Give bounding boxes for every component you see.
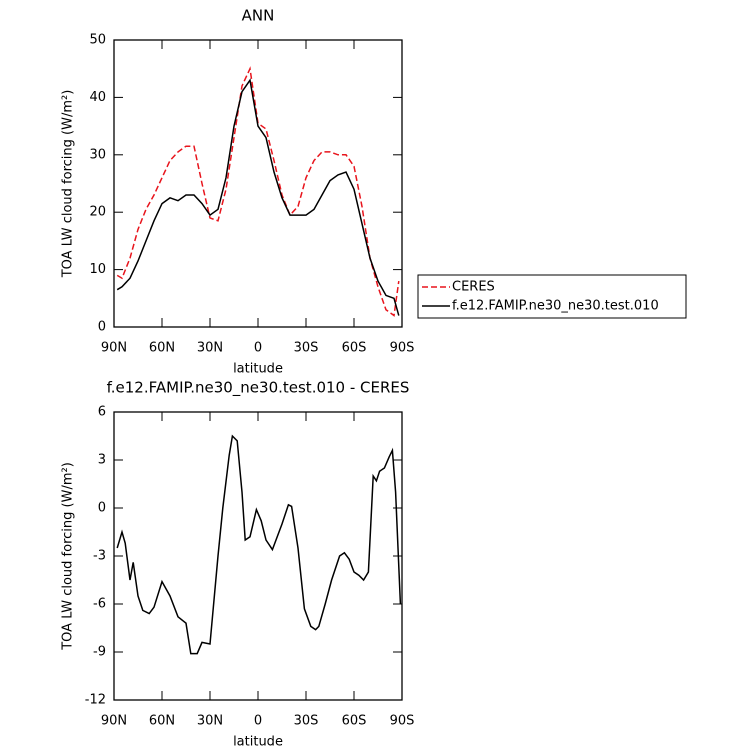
x-tick-label: 90N <box>101 341 127 356</box>
y-tick-label: -6 <box>93 597 106 612</box>
y-tick-label: 30 <box>89 147 106 162</box>
y-tick-label: 0 <box>98 320 106 335</box>
y-tick-label: -3 <box>93 549 106 564</box>
x-tick-label: 90S <box>390 341 415 356</box>
x-tick-label: 30S <box>294 341 319 356</box>
y-tick-label: 20 <box>89 205 106 220</box>
x-tick-label: 60N <box>149 341 175 356</box>
data-line <box>116 78 400 316</box>
x-tick-label: 0 <box>254 341 262 356</box>
legend-label: CERES <box>452 280 495 295</box>
x-tick-label: 30S <box>294 714 319 729</box>
y-tick-label: 6 <box>98 405 106 420</box>
x-tick-label: 90N <box>101 714 127 729</box>
x-tick-label: 60S <box>342 714 367 729</box>
legend-box <box>417 274 687 319</box>
x-tick-label: 60S <box>342 341 367 356</box>
x-tick-label: 60N <box>149 714 175 729</box>
chart-title: f.e12.FAMIP.ne30_ne30.test.010 - CERES <box>107 379 410 398</box>
y-tick-label: 0 <box>98 501 106 516</box>
y-axis-label: TOA LW cloud forcing (W/m²) <box>61 462 76 651</box>
y-axis-label: TOA LW cloud forcing (W/m²) <box>61 90 76 279</box>
y-tick-label: 3 <box>98 453 106 468</box>
x-tick-label: 90S <box>390 714 415 729</box>
chart-title: ANN <box>242 7 275 25</box>
x-axis-label: latitude <box>233 362 283 377</box>
data-line <box>116 434 402 655</box>
y-tick-label: -12 <box>85 693 106 708</box>
plot-frame <box>113 39 403 328</box>
x-tick-label: 30N <box>197 714 223 729</box>
x-axis-label: latitude <box>233 735 283 750</box>
y-tick-label: -9 <box>93 645 106 660</box>
y-tick-label: 10 <box>89 262 106 277</box>
y-tick-label: 50 <box>89 33 106 48</box>
legend-label: f.e12.FAMIP.ne30_ne30.test.010 <box>452 299 659 314</box>
x-tick-label: 0 <box>254 714 262 729</box>
data-line <box>116 66 400 317</box>
plot-frame <box>113 411 403 701</box>
x-tick-label: 30N <box>197 341 223 356</box>
y-tick-label: 40 <box>89 90 106 105</box>
